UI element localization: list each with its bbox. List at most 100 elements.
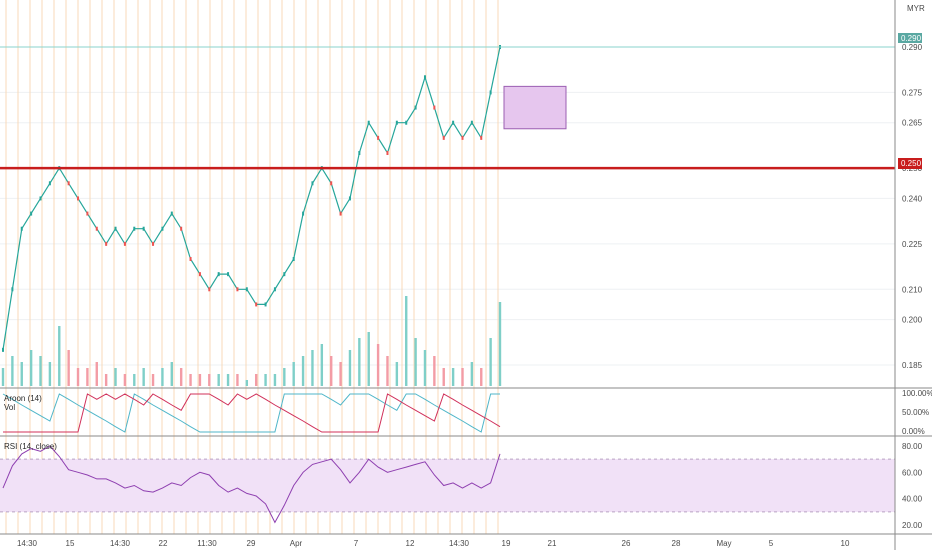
price-point bbox=[227, 272, 230, 277]
price-point bbox=[133, 226, 136, 231]
price-tick-label: 0.185 bbox=[902, 361, 923, 370]
time-tick-label: 14:30 bbox=[449, 539, 470, 548]
price-point bbox=[180, 226, 183, 231]
volume-bar bbox=[480, 368, 483, 386]
rsi-tick-label: 80.00 bbox=[902, 442, 923, 451]
volume-bar bbox=[76, 368, 80, 386]
annotation-box[interactable] bbox=[503, 85, 567, 130]
level-price-tag bbox=[898, 158, 922, 169]
price-point bbox=[433, 105, 436, 110]
volume-bar bbox=[1, 368, 5, 386]
price-point bbox=[170, 211, 173, 216]
volume-bar bbox=[236, 374, 239, 386]
vol-legend[interactable]: Vol bbox=[4, 403, 15, 412]
last-price-tag-text: 0.290 bbox=[901, 34, 922, 43]
price-point bbox=[123, 241, 126, 246]
volume-bar bbox=[461, 368, 464, 386]
level-price-tag-text: 0.250 bbox=[901, 159, 922, 168]
price-point bbox=[105, 241, 108, 246]
volume-bar bbox=[395, 362, 399, 386]
aroon-tick-label: 0.00% bbox=[902, 427, 925, 436]
price-point bbox=[48, 181, 51, 186]
volume-bar bbox=[273, 374, 277, 386]
price-point bbox=[161, 226, 164, 231]
price-point bbox=[236, 287, 239, 292]
rsi-tick-label: 40.00 bbox=[902, 495, 923, 504]
last-price-tag bbox=[898, 33, 922, 43]
price-point bbox=[255, 302, 258, 307]
time-tick-label: 14:30 bbox=[110, 539, 131, 548]
price-point bbox=[377, 135, 380, 140]
volume-bar bbox=[311, 350, 314, 386]
volume-bar bbox=[39, 356, 42, 386]
volume-bar bbox=[292, 362, 295, 386]
price-point bbox=[217, 272, 220, 277]
x-axis-tick-labels: 14:30 15 14:30 22 11:30 29 Apr 7 12 14:30 19 21 26 28… bbox=[17, 539, 850, 548]
price-point bbox=[367, 120, 370, 125]
price-point bbox=[358, 151, 361, 155]
price-point bbox=[2, 347, 4, 352]
volume-bar bbox=[142, 368, 145, 386]
grid-lines bbox=[0, 46, 895, 366]
y-axis-tick-labels: 0.290 0.275 0.265 0.250 0.240 0.225 0.210 0.200… bbox=[902, 43, 932, 530]
volume-bar bbox=[320, 344, 324, 386]
price-point bbox=[302, 211, 305, 216]
volume-bar bbox=[245, 380, 249, 386]
price-point bbox=[67, 181, 70, 186]
time-tick-label: 21 bbox=[548, 539, 557, 548]
price-point bbox=[405, 120, 408, 125]
volume-bar bbox=[48, 362, 52, 386]
volume-bars bbox=[1, 296, 502, 386]
price-point bbox=[386, 151, 389, 155]
volume-bar bbox=[133, 374, 136, 386]
volume-bar bbox=[198, 374, 202, 386]
price-point bbox=[152, 241, 155, 246]
price-point bbox=[20, 226, 23, 231]
volume-bar bbox=[226, 374, 230, 386]
volume-bar bbox=[348, 350, 352, 386]
volume-bar bbox=[451, 368, 455, 386]
price-point bbox=[311, 181, 314, 186]
volume-bar bbox=[29, 350, 33, 386]
volume-bar bbox=[498, 302, 502, 386]
volume-bar bbox=[264, 374, 267, 386]
price-tick-label: 0.290 bbox=[902, 43, 923, 52]
volume-bar bbox=[489, 338, 492, 386]
price-point bbox=[30, 211, 33, 216]
time-tick-label: 29 bbox=[247, 539, 256, 548]
volume-bar bbox=[161, 368, 164, 386]
price-tick-label: 0.200 bbox=[902, 316, 923, 325]
time-tick-label: 12 bbox=[406, 539, 415, 548]
time-tick-label: 19 bbox=[502, 539, 511, 548]
time-tick-label: 26 bbox=[622, 539, 631, 548]
volume-bar bbox=[11, 356, 14, 386]
volume-bar bbox=[283, 368, 286, 386]
price-point bbox=[452, 120, 455, 125]
volume-bar bbox=[254, 374, 258, 386]
rsi-legend[interactable]: RSI (14, close) bbox=[4, 442, 57, 451]
volume-bar bbox=[58, 326, 61, 386]
currency-label: MYR bbox=[907, 4, 925, 13]
aroon-legend[interactable]: Aroon (14) bbox=[4, 394, 42, 403]
price-point bbox=[470, 120, 473, 125]
time-tick-label: 7 bbox=[354, 539, 359, 548]
price-point bbox=[264, 302, 267, 307]
price-point bbox=[39, 196, 42, 201]
price-point bbox=[114, 226, 117, 231]
rsi-line bbox=[2, 445, 501, 524]
volume-bar bbox=[367, 332, 370, 386]
volume-bar bbox=[95, 362, 98, 386]
price-point bbox=[330, 181, 333, 186]
time-tick-label: Apr bbox=[290, 539, 303, 548]
volume-bar bbox=[104, 374, 108, 386]
price-point bbox=[198, 272, 201, 277]
price-point bbox=[442, 135, 445, 140]
price-series bbox=[2, 45, 501, 352]
price-point bbox=[273, 287, 276, 292]
aroon-down-line bbox=[3, 393, 501, 433]
price-line bbox=[2, 46, 501, 350]
price-point bbox=[395, 120, 398, 125]
rsi-tick-label: 20.00 bbox=[902, 521, 923, 530]
volume-bar bbox=[414, 338, 417, 386]
volume-bar bbox=[358, 338, 361, 386]
